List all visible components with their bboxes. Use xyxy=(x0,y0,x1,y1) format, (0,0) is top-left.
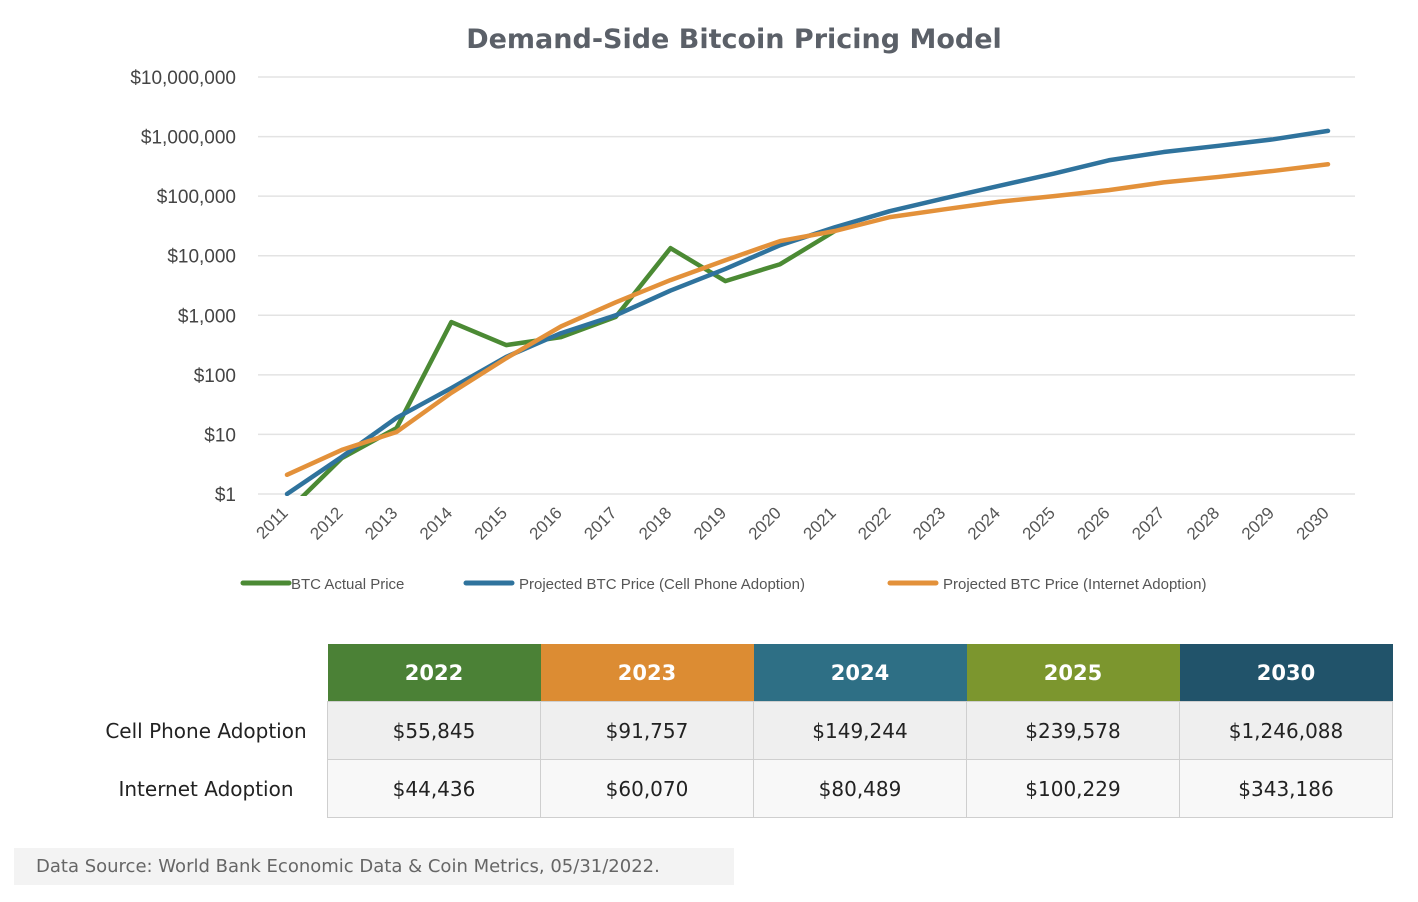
y-tick-label: $100,000 xyxy=(157,187,236,208)
series-line-0 xyxy=(300,228,838,496)
data-source-note: Data Source: World Bank Economic Data & … xyxy=(14,848,734,885)
x-tick-label: 2013 xyxy=(361,503,401,543)
x-tick-label: 2027 xyxy=(1128,503,1168,543)
table-cell: $343,186 xyxy=(1179,759,1393,818)
table-row: Internet Adoption $44,436 $60,070 $80,48… xyxy=(85,759,1393,818)
x-tick-label: 2018 xyxy=(635,503,675,543)
x-tick-label: 2014 xyxy=(416,503,456,543)
legend-label: Projected BTC Price (Internet Adoption) xyxy=(943,576,1206,593)
legend-label: Projected BTC Price (Cell Phone Adoption… xyxy=(519,576,805,593)
series-line-1 xyxy=(284,128,1331,496)
x-tick-label: 2016 xyxy=(526,503,566,543)
x-tick-label: 2022 xyxy=(854,503,894,543)
y-tick-label: $1 xyxy=(215,485,236,506)
y-tick-label: $100 xyxy=(194,366,236,387)
series-lines xyxy=(284,128,1331,496)
x-tick-label: 2029 xyxy=(1238,503,1278,543)
x-tick-label: 2020 xyxy=(745,503,785,543)
data-source-text: Data Source: World Bank Economic Data & … xyxy=(36,856,660,877)
y-axis-ticks: $1 $10 $100 $1,000 $10,000 $100,000 $1,000,000… xyxy=(130,68,236,506)
x-tick-label: 2025 xyxy=(1019,503,1059,543)
table-corner xyxy=(85,644,328,702)
y-tick-label: $10,000,000 xyxy=(130,68,236,89)
y-tick-label: $1,000 xyxy=(178,306,236,327)
column-header: 2022 xyxy=(327,644,541,702)
x-tick-label: 2012 xyxy=(306,503,346,543)
table-cell: $100,229 xyxy=(966,759,1180,818)
row-label: Internet Adoption xyxy=(118,776,294,801)
x-tick-label: 2030 xyxy=(1293,503,1333,543)
table-cell: $44,436 xyxy=(327,759,541,818)
x-tick-label: 2023 xyxy=(909,503,949,543)
table-cell: $55,845 xyxy=(327,701,541,760)
column-header: 2024 xyxy=(753,644,967,702)
x-tick-label: 2024 xyxy=(964,503,1004,543)
y-tick-label: $10,000 xyxy=(167,247,236,268)
chart-title: Demand-Side Bitcoin Pricing Model xyxy=(466,24,1002,55)
table-cell: $60,070 xyxy=(540,759,754,818)
price-projection-table: 2022 2023 2024 2025 2030 Cell Phone Adop… xyxy=(85,644,1393,818)
column-header: 2025 xyxy=(966,644,1180,702)
x-tick-label: 2015 xyxy=(471,503,511,543)
chart: Demand-Side Bitcoin Pricing Model $1$10$… xyxy=(130,24,1355,593)
x-tick-label: 2026 xyxy=(1073,503,1113,543)
x-tick-label: 2028 xyxy=(1183,503,1223,543)
table-cell: $239,578 xyxy=(966,701,1180,760)
table-cell: $91,757 xyxy=(540,701,754,760)
x-tick-label: 2019 xyxy=(690,503,730,543)
table-cell: $80,489 xyxy=(753,759,967,818)
table-row: Cell Phone Adoption $55,845 $91,757 $149… xyxy=(85,701,1393,760)
table-cell: $1,246,088 xyxy=(1179,701,1393,760)
table-cell: $149,244 xyxy=(753,701,967,760)
column-header: 2030 xyxy=(1179,644,1393,702)
column-header: 2023 xyxy=(540,644,754,702)
x-tick-label: 2021 xyxy=(800,503,840,543)
table-header-row: 2022 2023 2024 2025 2030 xyxy=(85,644,1393,702)
x-tick-label: 2011 xyxy=(253,503,292,542)
row-label: Cell Phone Adoption xyxy=(105,718,307,743)
y-tick-label: $1,000,000 xyxy=(141,128,236,149)
y-tick-label: $10 xyxy=(204,425,236,446)
x-axis-ticks: 2011 2012 2013 2014 2015 2016 2017 2018 2019 2020… xyxy=(253,503,1333,543)
series-line-2 xyxy=(284,161,1331,478)
legend: BTC Actual Price Projected BTC Price (Cel… xyxy=(240,576,1206,593)
x-tick-label: 2017 xyxy=(580,503,620,543)
gridlines xyxy=(258,76,1355,495)
legend-label: BTC Actual Price xyxy=(291,576,404,593)
